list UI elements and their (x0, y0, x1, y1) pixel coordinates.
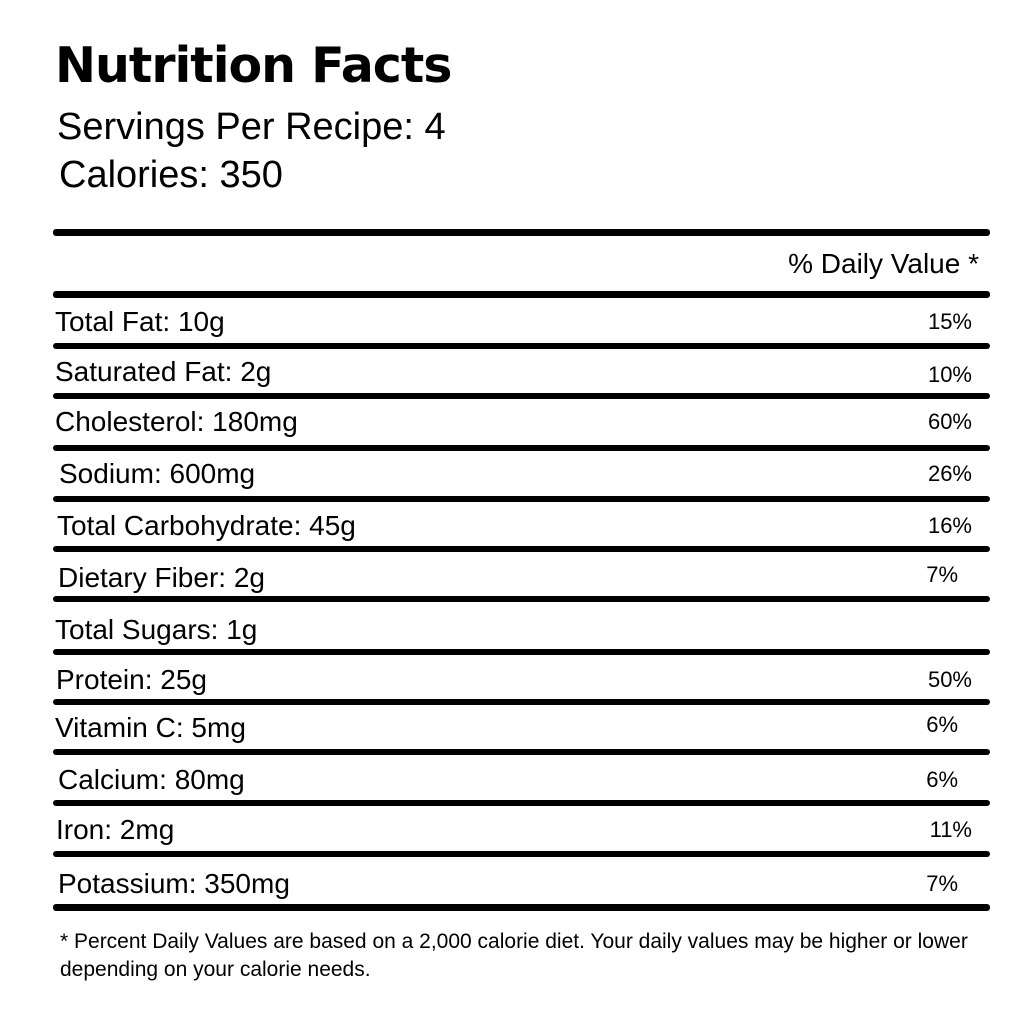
nutrient-name: Saturated Fat: 2g (55, 356, 272, 387)
divider-row (53, 596, 990, 602)
divider-row (53, 445, 990, 451)
nutrient-row-total-fat: Total Fat: 10g 15% (53, 300, 990, 346)
nutrient-name: Cholesterol: 180mg (55, 406, 298, 437)
divider-row (53, 393, 990, 399)
nutrient-row-calcium: Calcium: 80mg 6% (53, 758, 990, 804)
nutrient-row-dietary-fiber: Dietary Fiber: 2g 7% (53, 556, 990, 602)
nutrient-daily-value: 6% (926, 767, 958, 792)
nutrient-daily-value: 50% (927, 667, 972, 692)
nutrient-daily-value: 26% (927, 461, 972, 486)
nutrient-daily-value: 60% (927, 409, 972, 434)
label-title: Nutrition Facts (55, 37, 452, 94)
nutrient-name: Vitamin C: 5mg (55, 712, 246, 743)
nutrient-row-vitamin-c: Vitamin C: 5mg 6% (53, 706, 990, 752)
daily-value-footnote: * Percent Daily Values are based on a 2,… (60, 930, 968, 981)
nutrient-name: Potassium: 350mg (58, 868, 290, 899)
divider-row (53, 496, 990, 502)
daily-value-header: % Daily Value * (788, 248, 979, 279)
nutrient-name: Total Fat: 10g (55, 306, 225, 337)
divider-row (53, 649, 990, 655)
divider-row (53, 699, 990, 705)
nutrient-daily-value: 7% (926, 562, 958, 587)
nutrient-daily-value: 16% (927, 513, 972, 538)
divider-row (53, 343, 990, 349)
nutrient-row-sodium: Sodium: 600mg 26% (53, 452, 990, 498)
calories: Calories: 350 (59, 154, 283, 196)
divider-top (53, 229, 990, 236)
divider-row (53, 851, 990, 857)
nutrient-name: Sodium: 600mg (59, 458, 256, 489)
nutrient-name: Protein: 25g (56, 664, 207, 695)
nutrient-row-total-carbohydrate: Total Carbohydrate: 45g 16% (53, 504, 990, 550)
nutrient-daily-value: 11% (929, 817, 972, 842)
nutrient-daily-value: 7% (926, 871, 958, 896)
nutrient-row-cholesterol: Cholesterol: 180mg 60% (53, 400, 990, 446)
divider-row (53, 800, 990, 806)
nutrient-row-potassium: Potassium: 350mg 7% (53, 862, 990, 908)
nutrient-row-protein: Protein: 25g 50% (53, 658, 990, 704)
nutrient-row-saturated-fat: Saturated Fat: 2g 10% (53, 350, 990, 396)
nutrient-name: Calcium: 80mg (58, 764, 245, 795)
nutrient-daily-value: 15% (927, 309, 972, 334)
divider-header (53, 291, 990, 298)
nutrient-name: Dietary Fiber: 2g (58, 562, 265, 593)
nutrient-row-total-sugars: Total Sugars: 1g (53, 608, 990, 654)
nutrient-name: Iron: 2mg (56, 814, 175, 845)
divider-row (53, 546, 990, 552)
nutrient-name: Total Sugars: 1g (55, 614, 258, 645)
nutrient-name: Total Carbohydrate: 45g (57, 510, 356, 541)
divider-bottom (53, 904, 990, 911)
nutrient-daily-value: 10% (927, 362, 972, 387)
nutrient-row-iron: Iron: 2mg 11% (53, 808, 990, 854)
servings-per-recipe: Servings Per Recipe: 4 (57, 106, 446, 148)
divider-row (53, 749, 990, 755)
nutrient-daily-value: 6% (926, 712, 958, 737)
